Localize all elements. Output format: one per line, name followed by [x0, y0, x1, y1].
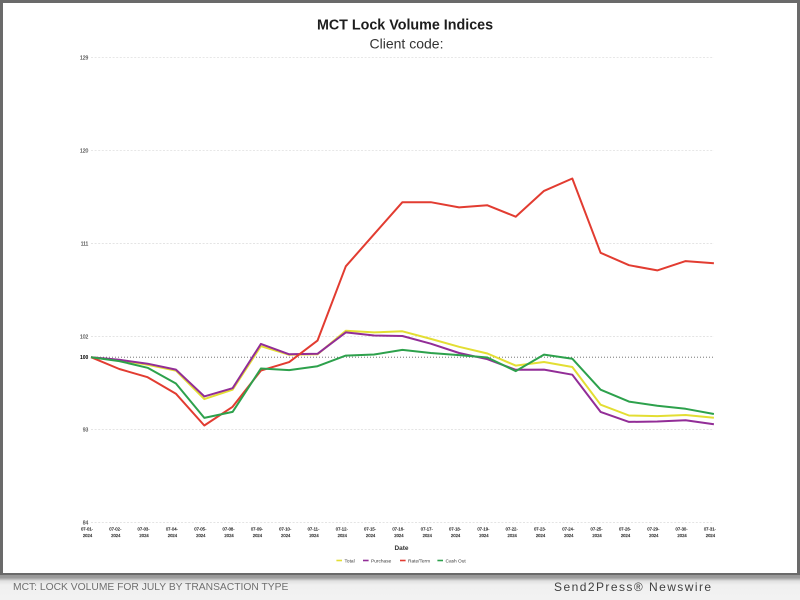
svg-text:07-31-: 07-31- [704, 526, 717, 531]
svg-text:2024: 2024 [139, 533, 149, 538]
svg-text:2024: 2024 [451, 533, 461, 538]
svg-text:2024: 2024 [224, 533, 234, 538]
svg-text:2024: 2024 [423, 533, 433, 538]
svg-text:120: 120 [80, 149, 89, 155]
svg-text:2024: 2024 [479, 533, 489, 538]
svg-text:2024: 2024 [168, 533, 178, 538]
svg-text:Total: Total [345, 559, 355, 565]
svg-text:100: 100 [80, 355, 89, 361]
svg-text:07-04-: 07-04- [166, 526, 179, 531]
svg-text:2024: 2024 [309, 533, 319, 538]
svg-text:07-11-: 07-11- [308, 526, 320, 531]
svg-text:07-24-: 07-24- [562, 526, 575, 531]
svg-text:07-25-: 07-25- [591, 526, 604, 531]
svg-text:07-17-: 07-17- [421, 526, 434, 531]
svg-text:07-10-: 07-10- [279, 526, 292, 531]
svg-text:07-26-: 07-26- [619, 526, 632, 531]
svg-text:2024: 2024 [536, 533, 546, 538]
svg-text:07-09-: 07-09- [251, 526, 264, 531]
svg-text:2024: 2024 [281, 533, 291, 538]
svg-text:07-19-: 07-19- [477, 526, 490, 531]
svg-text:2024: 2024 [83, 533, 93, 538]
svg-text:07-30-: 07-30- [676, 526, 689, 531]
svg-text:2024: 2024 [366, 533, 376, 538]
svg-text:07-23-: 07-23- [534, 526, 547, 531]
svg-text:2024: 2024 [677, 533, 687, 538]
svg-text:07-22-: 07-22- [506, 526, 519, 531]
svg-text:102: 102 [80, 334, 89, 340]
svg-text:07-05-: 07-05- [194, 526, 207, 531]
svg-text:Client code:: Client code: [370, 36, 444, 52]
svg-text:07-08-: 07-08- [223, 526, 236, 531]
svg-text:2024: 2024 [394, 533, 404, 538]
svg-text:2024: 2024 [253, 533, 263, 538]
svg-text:2024: 2024 [706, 533, 716, 538]
svg-text:84: 84 [83, 520, 89, 526]
svg-text:07-29-: 07-29- [647, 526, 660, 531]
svg-text:Rate/Term: Rate/Term [408, 559, 430, 565]
svg-text:2024: 2024 [111, 533, 121, 538]
svg-text:07-01-: 07-01- [81, 526, 94, 531]
svg-text:Cash Out: Cash Out [446, 559, 467, 565]
svg-text:07-03-: 07-03- [138, 526, 151, 531]
svg-text:93: 93 [83, 427, 89, 433]
svg-text:Purchase: Purchase [371, 559, 392, 565]
svg-text:111: 111 [81, 241, 89, 247]
svg-text:07-15-: 07-15- [364, 526, 377, 531]
svg-text:07-16-: 07-16- [392, 526, 405, 531]
svg-text:2024: 2024 [338, 533, 348, 538]
svg-text:07-12-: 07-12- [336, 526, 349, 531]
svg-text:2024: 2024 [592, 533, 602, 538]
svg-text:MCT Lock Volume Indices: MCT Lock Volume Indices [317, 18, 493, 34]
svg-text:07-18-: 07-18- [449, 526, 462, 531]
svg-text:129: 129 [80, 56, 89, 62]
svg-text:2024: 2024 [196, 533, 206, 538]
svg-text:Date: Date [394, 545, 408, 552]
svg-text:2024: 2024 [564, 533, 574, 538]
svg-text:2024: 2024 [649, 533, 659, 538]
svg-text:2024: 2024 [621, 533, 631, 538]
svg-text:07-02-: 07-02- [109, 526, 122, 531]
svg-text:2024: 2024 [508, 533, 518, 538]
